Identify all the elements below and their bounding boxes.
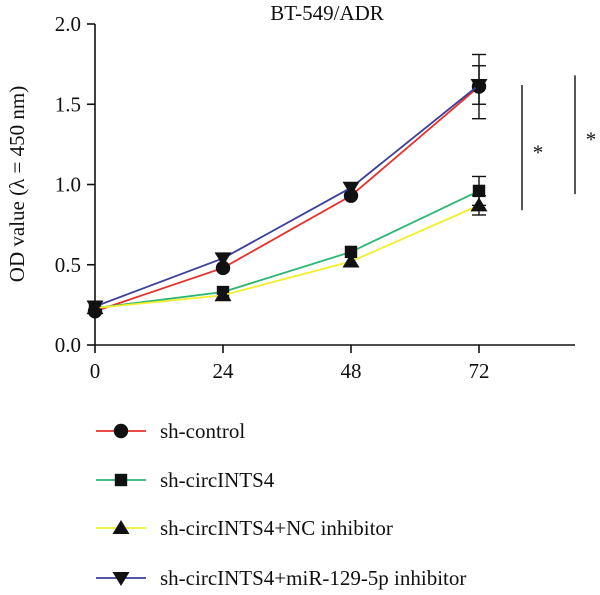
data-point-marker [214, 287, 232, 302]
legend-label: sh-control [160, 419, 245, 443]
y-tick-label: 2.0 [55, 12, 81, 36]
legend-label: sh-circINTS4+miR-129-5p inhibitor [160, 566, 466, 590]
legend-item-3: sh-circINTS4+NC inhibitor [96, 516, 393, 540]
legend-item-2: sh-circINTS4 [96, 468, 275, 492]
y-tick-label: 0.5 [55, 253, 81, 277]
plot-area: ** [86, 53, 597, 319]
y-tick-label: 1.5 [55, 92, 81, 116]
y-tick-label: 0.0 [55, 333, 81, 357]
x-tick-label: 24 [213, 359, 235, 383]
series-line [94, 85, 480, 313]
data-point-marker [342, 253, 360, 268]
legend-marker [112, 520, 130, 534]
data-point-marker [470, 197, 488, 212]
legend: sh-control sh-circINTS4 sh-circINTS4+NC in… [96, 419, 466, 590]
legend-marker [113, 423, 129, 439]
data-point-marker [342, 181, 360, 196]
legend-label: sh-circINTS4+NC inhibitor [160, 516, 393, 540]
series-line [94, 84, 480, 308]
data-point-marker [472, 184, 486, 198]
series-line [94, 190, 480, 309]
data-point-marker [344, 245, 358, 259]
chart-title: BT-549/ADR [270, 1, 384, 25]
axes: 0.0 0.5 1.0 1.5 2.0 0 24 48 72 [55, 12, 575, 383]
data-point-marker [470, 78, 488, 93]
x-tick-label: 0 [90, 359, 101, 383]
x-tick-label: 48 [341, 359, 362, 383]
data-point-marker [343, 188, 359, 203]
x-tick-label: 72 [469, 359, 490, 383]
data-point-marker [215, 260, 231, 276]
legend-item-1: sh-control [96, 419, 245, 443]
significance-marker: * [533, 141, 544, 165]
y-tick-label: 1.0 [55, 173, 81, 197]
legend-marker [112, 572, 130, 586]
series-4 [86, 65, 488, 315]
legend-label: sh-circINTS4 [160, 468, 275, 492]
y-axis-label: OD value (λ = 450 nm) [5, 86, 29, 282]
data-point-marker [86, 300, 104, 315]
series-3 [86, 195, 488, 315]
legend-marker [114, 473, 128, 487]
significance-marker: * [586, 128, 597, 152]
series-line [94, 204, 480, 309]
legend-item-4: sh-circINTS4+miR-129-5p inhibitor [96, 566, 466, 590]
data-point-marker [214, 252, 232, 267]
